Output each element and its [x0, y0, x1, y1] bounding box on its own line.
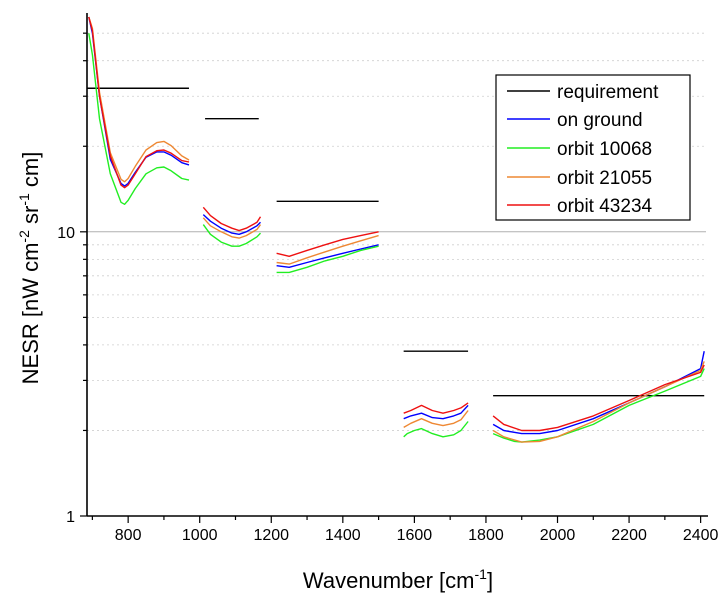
x-tick-label: 800 — [115, 527, 142, 544]
y-axis-title: NESR [nW cm-2 sr-1 cm] — [16, 152, 43, 385]
series-line-on-ground — [492, 351, 705, 435]
x-tick-label: 1000 — [182, 527, 218, 544]
series-line-orbit-10068 — [276, 245, 379, 274]
x-axis-title: Wavenumber [cm-1] — [303, 566, 493, 593]
axes — [80, 13, 708, 523]
legend-label-orbit-43234: orbit 43234 — [557, 196, 653, 217]
x-tick-label: 1200 — [253, 527, 289, 544]
legend-label-on-ground: on ground — [557, 110, 643, 131]
series-line-on-ground — [403, 404, 469, 420]
series-line-orbit-10068 — [88, 33, 190, 206]
series-line-orbit-43234 — [88, 16, 190, 189]
series-line-orbit-10068 — [202, 224, 262, 247]
legend-label-orbit-21055: orbit 21055 — [557, 168, 652, 189]
y-tick-label: 10 — [57, 225, 75, 242]
series-line-orbit-10068 — [403, 421, 469, 438]
legend-label-orbit-10068: orbit 10068 — [557, 139, 652, 160]
x-tick-label: 2400 — [683, 527, 719, 544]
series-layer — [87, 16, 705, 443]
series-line-orbit-43234 — [492, 364, 705, 432]
x-tick-label: 1600 — [397, 527, 433, 544]
legend-label-requirement: requirement — [557, 82, 659, 103]
series-line-orbit-21055 — [276, 234, 379, 265]
series-line-orbit-43234 — [403, 402, 469, 414]
y-tick-label: 1 — [66, 509, 75, 526]
series-line-orbit-21055 — [202, 217, 262, 239]
x-tick-label: 2200 — [611, 527, 647, 544]
x-tick-label: 2000 — [540, 527, 576, 544]
series-line-orbit-43234 — [202, 206, 262, 232]
legend: requirement on ground orbit 10068 orbit … — [495, 74, 691, 221]
series-line-orbit-43234 — [276, 231, 379, 257]
series-line-on-ground — [276, 244, 379, 268]
tick-labels: 800 1000 1200 1400 1600 1800 2000 2200 2400 1 10 — [57, 225, 718, 544]
x-tick-label: 1400 — [325, 527, 361, 544]
series-line-orbit-21055 — [403, 410, 469, 429]
series-line-on-ground — [202, 214, 261, 236]
x-tick-label: 1800 — [468, 527, 504, 544]
